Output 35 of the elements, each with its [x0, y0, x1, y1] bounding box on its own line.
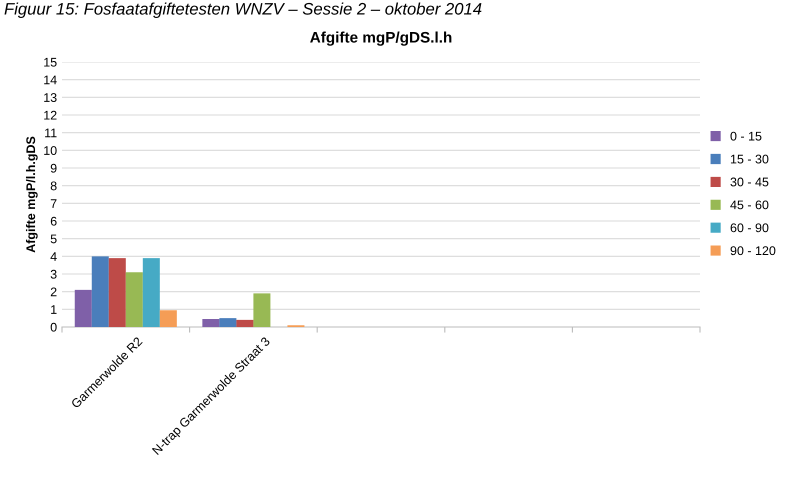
legend-label: 30 - 45: [730, 178, 768, 186]
bar: [126, 272, 143, 327]
bar: [253, 293, 270, 327]
y-tick-label: 1: [51, 305, 57, 314]
y-tick-label: 11: [45, 128, 57, 138]
bar: [92, 256, 109, 327]
y-tick-label: 9: [50, 164, 57, 173]
bar: [142, 258, 160, 327]
bar: [219, 318, 236, 327]
legend-label: 15 - 30: [730, 154, 768, 164]
y-tick-label: 5: [50, 234, 57, 244]
y-tick-label: 13: [44, 93, 57, 102]
bar: [108, 258, 126, 327]
y-tick-label: 15: [44, 58, 57, 67]
y-tick-label: 12: [44, 110, 57, 120]
legend-label: 45 - 60: [730, 200, 768, 210]
y-tick-label: 14: [44, 76, 57, 84]
y-axis-title: Afgifte mgP/l.h.gDS: [26, 136, 38, 253]
text: Figuur 15: Fosfaatafgiftetesten WNZV – Sessie 2 – oktober 2014: [4, 2, 482, 18]
legend-label: 60 - 90: [730, 223, 768, 232]
y-tick-label: 0: [50, 322, 57, 332]
bar: [202, 319, 220, 327]
y-tick-label: 4: [50, 252, 57, 261]
bar: [74, 290, 92, 327]
y-tick-label: 3: [50, 270, 57, 279]
y-tick-label: 8: [50, 181, 57, 190]
chart-title: Afgifte mgP/gDS.l.h: [310, 31, 452, 46]
y-tick-label: 6: [50, 216, 57, 226]
y-tick-label: 7: [50, 199, 57, 208]
bar: [160, 310, 177, 327]
legend-label: 0 - 15: [730, 132, 762, 141]
bar: [236, 320, 254, 327]
y-tick-label: 2: [50, 287, 57, 296]
y-tick-label: 10: [44, 146, 57, 155]
legend-label: 90 - 120: [730, 246, 776, 256]
